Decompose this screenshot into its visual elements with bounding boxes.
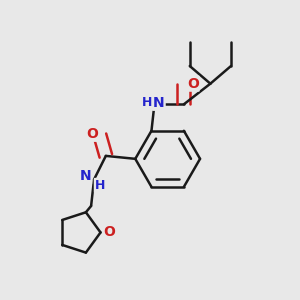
- Text: O: O: [103, 225, 115, 239]
- Text: N: N: [153, 96, 165, 110]
- Text: O: O: [187, 77, 199, 91]
- Text: N: N: [80, 169, 91, 184]
- Text: H: H: [142, 96, 152, 109]
- Text: H: H: [95, 179, 105, 192]
- Text: O: O: [86, 127, 98, 141]
